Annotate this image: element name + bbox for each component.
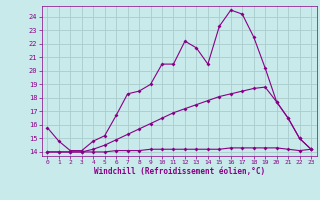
X-axis label: Windchill (Refroidissement éolien,°C): Windchill (Refroidissement éolien,°C) bbox=[94, 167, 265, 176]
